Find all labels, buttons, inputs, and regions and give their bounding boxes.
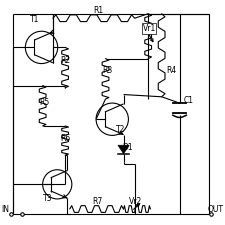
Text: R4: R4	[166, 66, 176, 75]
Text: R2: R2	[61, 56, 71, 65]
Text: R1: R1	[94, 6, 104, 15]
Text: D1: D1	[122, 143, 133, 152]
Text: C1: C1	[184, 96, 194, 105]
Text: OUT: OUT	[207, 205, 223, 214]
Text: R5: R5	[39, 98, 50, 107]
Text: R7: R7	[92, 197, 103, 206]
Text: R6: R6	[61, 134, 71, 143]
Text: Vr1: Vr1	[143, 24, 156, 33]
Text: IN: IN	[2, 205, 10, 214]
Text: T2: T2	[116, 125, 125, 134]
Polygon shape	[118, 145, 129, 154]
Text: T3: T3	[43, 194, 52, 203]
Text: Vr2: Vr2	[129, 197, 142, 206]
Text: T1: T1	[30, 15, 40, 24]
Text: R3: R3	[102, 66, 112, 75]
